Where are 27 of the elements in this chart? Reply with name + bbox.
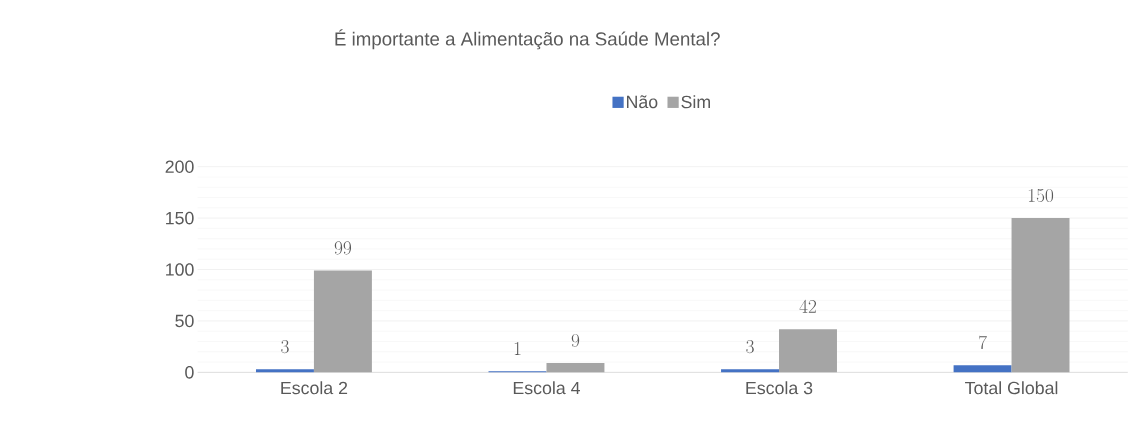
y-tick-label: 0 (185, 365, 194, 379)
x-tick-label: Escola 3 (746, 381, 813, 395)
data-label: 1 (514, 342, 521, 355)
chart-title: É importante a Alimentação na Saúde Mental? (335, 29, 720, 50)
legend-label: Não (627, 95, 658, 109)
data-label: 3 (281, 339, 289, 354)
bar (953, 365, 1012, 373)
data-label: 3 (746, 339, 754, 354)
x-tick-label: Escola 4 (513, 381, 580, 395)
y-tick-label: 100 (166, 263, 194, 276)
data-label: 150 (1028, 188, 1054, 202)
legend-label: Sim (681, 95, 710, 109)
data-label: 9 (571, 333, 580, 347)
bar (1011, 217, 1070, 373)
data-label: 42 (799, 299, 817, 313)
bar (313, 270, 372, 373)
y-tick-label: 50 (175, 314, 194, 328)
bar (255, 369, 314, 373)
y-tick-label: 200 (165, 160, 194, 173)
y-tick-label: 150 (166, 211, 194, 225)
x-tick-label: Total Global (965, 381, 1058, 395)
data-label: 99 (334, 241, 352, 255)
x-tick-label: Escola 2 (281, 381, 348, 395)
data-label: 7 (979, 335, 987, 349)
bar (721, 369, 780, 373)
bar (779, 329, 837, 373)
bar (546, 362, 605, 373)
